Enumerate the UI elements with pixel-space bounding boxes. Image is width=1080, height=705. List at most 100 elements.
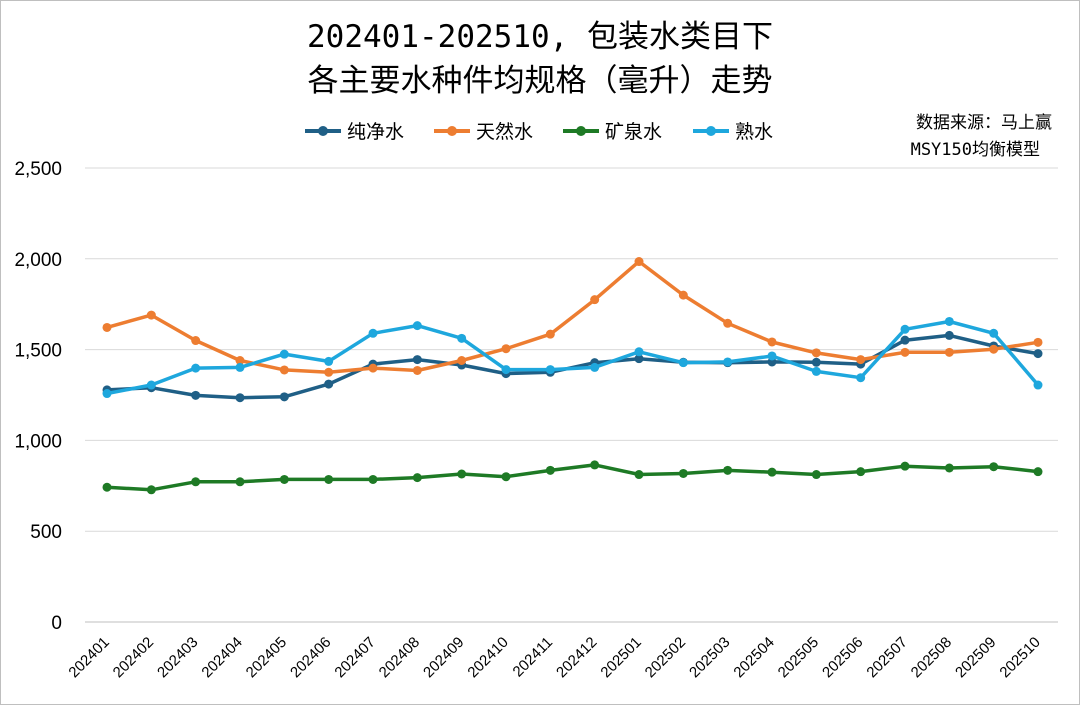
data-point <box>634 257 644 267</box>
data-point <box>634 347 644 357</box>
data-point <box>545 365 555 375</box>
data-point <box>324 356 334 366</box>
data-point <box>545 329 555 339</box>
legend-item: 熟水 <box>693 121 773 143</box>
data-point <box>1033 337 1043 347</box>
data-point <box>989 344 999 354</box>
x-tick-label: 202506 <box>819 634 866 681</box>
data-point <box>1033 467 1043 477</box>
data-point <box>900 324 910 334</box>
x-tick-label: 202504 <box>730 634 777 681</box>
legend-item: 纯净水 <box>305 121 404 143</box>
data-point <box>678 358 688 368</box>
data-point <box>235 362 245 372</box>
data-point <box>989 462 999 472</box>
data-point <box>856 373 866 383</box>
x-tick-label: 202403 <box>154 634 201 681</box>
x-tick-label: 202408 <box>376 634 423 681</box>
x-tick-label: 202508 <box>908 634 955 681</box>
chart-title-line-2: 各主要水种件均规格（毫升）走势 <box>308 63 773 99</box>
data-point <box>457 469 467 479</box>
data-point <box>723 357 733 367</box>
series-熟水 <box>102 316 1043 399</box>
series-天然水 <box>102 257 1043 377</box>
x-tick-label: 202402 <box>110 634 157 681</box>
data-point <box>989 328 999 338</box>
data-point <box>412 365 422 375</box>
legend-label: 天然水 <box>476 121 533 143</box>
data-point <box>191 477 201 487</box>
data-point <box>457 355 467 365</box>
series-line <box>105 259 1040 375</box>
data-point <box>678 468 688 478</box>
data-point <box>279 365 289 375</box>
data-point <box>590 362 600 372</box>
data-point <box>102 389 112 399</box>
data-point <box>146 485 156 495</box>
data-point <box>235 477 245 487</box>
legend-swatch-marker <box>447 126 457 136</box>
data-point <box>191 390 201 400</box>
data-point <box>811 470 821 480</box>
data-point <box>811 348 821 358</box>
data-point <box>900 461 910 471</box>
data-point <box>368 328 378 338</box>
x-tick-label: 202509 <box>952 634 999 681</box>
x-tick-label: 202503 <box>686 634 733 681</box>
data-point <box>146 310 156 320</box>
x-tick-label: 202405 <box>243 634 290 681</box>
data-point <box>102 322 112 332</box>
series-line <box>105 463 1040 492</box>
x-tick-label: 202409 <box>420 634 467 681</box>
data-point <box>1033 380 1043 390</box>
x-tick-label: 202412 <box>553 634 600 681</box>
y-tick-label: 500 <box>30 522 62 543</box>
data-point <box>723 465 733 475</box>
data-point <box>412 321 422 331</box>
data-point <box>191 363 201 373</box>
data-point <box>767 467 777 477</box>
data-point <box>900 335 910 345</box>
x-tick-label: 202406 <box>287 634 334 681</box>
data-point <box>856 355 866 365</box>
data-point <box>944 463 954 473</box>
chart-title-line-1: 202401-202510, 包装水类目下 <box>307 19 773 55</box>
data-point <box>235 393 245 403</box>
data-point <box>545 465 555 475</box>
source-line-1: 数据来源：马上赢 <box>916 113 1052 133</box>
legend-swatch-marker <box>706 126 716 136</box>
y-tick-label: 0 <box>51 613 62 634</box>
data-point <box>279 349 289 359</box>
series-矿泉水 <box>102 460 1043 495</box>
legend-label: 矿泉水 <box>605 121 662 143</box>
series-line <box>105 319 1040 396</box>
x-tick-label: 202510 <box>996 634 1043 681</box>
y-axis-ticks: 0 500 1,000 1,500 2,000 2,500 <box>14 159 62 634</box>
series-lines <box>102 257 1043 495</box>
data-point <box>102 482 112 492</box>
source-line-2: MSY150均衡模型 <box>911 140 1040 160</box>
x-tick-label: 202401 <box>65 634 112 681</box>
data-point <box>856 467 866 477</box>
x-tick-label: 202507 <box>863 634 910 681</box>
data-point <box>723 318 733 328</box>
data-point <box>324 474 334 484</box>
data-point <box>279 392 289 402</box>
data-point <box>811 366 821 376</box>
data-point <box>767 351 777 361</box>
data-point <box>944 347 954 357</box>
data-point <box>235 355 245 365</box>
gridlines <box>85 167 1058 623</box>
data-point <box>368 474 378 484</box>
x-tick-label: 202404 <box>198 634 245 681</box>
y-tick-label: 2,000 <box>14 250 62 271</box>
data-point <box>501 344 511 354</box>
data-point <box>501 472 511 482</box>
data-point <box>944 330 954 340</box>
data-point <box>457 333 467 343</box>
legend-item: 天然水 <box>434 121 533 143</box>
y-tick-label: 1,000 <box>14 431 62 452</box>
y-tick-label: 2,500 <box>14 159 62 180</box>
legend-label: 熟水 <box>735 121 773 143</box>
